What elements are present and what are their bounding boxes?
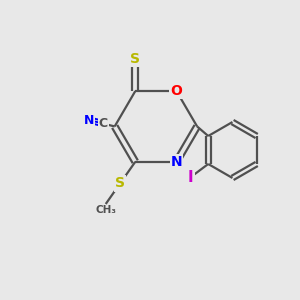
Text: CH₃: CH₃ [95,206,116,215]
Text: N: N [84,113,94,127]
Text: I: I [188,170,194,185]
Text: O: O [171,84,182,98]
Text: N: N [171,155,182,169]
Text: S: S [115,176,125,190]
Text: S: S [130,52,140,66]
Text: C: C [98,117,108,130]
